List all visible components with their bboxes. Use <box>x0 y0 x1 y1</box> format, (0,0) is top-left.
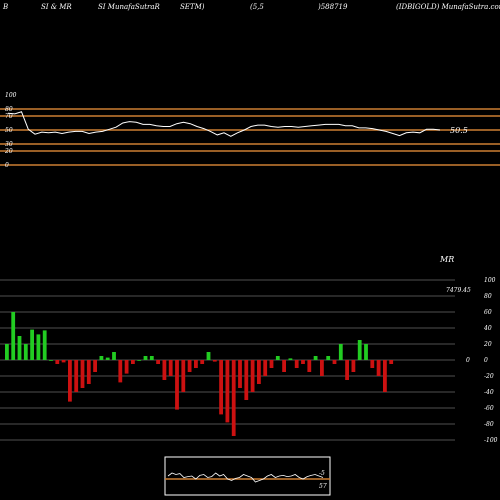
mr-bar <box>68 360 72 402</box>
mr-bar <box>307 360 312 372</box>
mr-bar <box>200 360 205 364</box>
mr-y-tick-label: -20 <box>484 373 494 380</box>
mr-bar <box>36 334 41 360</box>
mr-bar <box>61 360 66 363</box>
mr-y-tick-label: -80 <box>484 421 494 428</box>
mr-bar <box>30 329 34 360</box>
mr-bar <box>263 360 268 376</box>
header-text-7: (IDBIGOLD) MunafaSutra.com <box>396 3 500 11</box>
header-text-5: (5,5 <box>250 3 264 11</box>
header-text-2: SI & MR <box>41 3 72 11</box>
mr-bar <box>17 336 22 360</box>
mr-bar <box>294 360 299 368</box>
mr-bar <box>49 360 53 361</box>
mr-bar <box>93 360 97 372</box>
mr-bar <box>137 360 142 361</box>
mr-bar <box>257 360 261 384</box>
mr-bar <box>112 352 116 360</box>
inset-frame <box>164 456 331 496</box>
mr-bar <box>250 360 255 392</box>
mr-bar <box>313 356 318 360</box>
mr-bar <box>345 360 349 380</box>
mr-bar <box>162 360 167 380</box>
mr-bar <box>156 360 160 364</box>
mr-bar <box>301 360 305 364</box>
mr-bar <box>11 312 16 360</box>
mr-bar <box>181 360 186 392</box>
mr-bar <box>42 330 47 360</box>
rsi-y-tick-label: 100 <box>5 92 17 99</box>
header-text-3: SI MunafaSutraR <box>98 3 160 11</box>
mr-y-tick-label: -60 <box>484 405 494 412</box>
rsi-y-tick-label: 20 <box>4 148 13 155</box>
mr-bar <box>55 360 60 364</box>
mr-bar <box>187 360 192 372</box>
mr-bar <box>23 344 28 360</box>
mr-bar <box>389 360 394 364</box>
mr-bar <box>338 344 343 360</box>
mr-bar <box>320 360 324 376</box>
mr-bar <box>143 356 148 360</box>
mr-y-tick-label: 60 <box>484 309 492 316</box>
mr-bar <box>326 356 331 360</box>
mr-bar <box>364 344 368 360</box>
inset-label-2: 57 <box>319 483 327 490</box>
mr-bar <box>194 360 198 368</box>
mr-y-tick-label: 40 <box>483 325 492 332</box>
rsi-y-tick-label: 30 <box>5 141 13 148</box>
mr-bar <box>383 360 387 392</box>
mr-bar <box>269 360 274 368</box>
mr-bar <box>332 360 337 364</box>
mr-bar <box>131 360 135 364</box>
mr-bar <box>225 360 230 423</box>
mr-bar <box>282 360 286 372</box>
mr-y-tick-label: -100 <box>484 437 498 444</box>
mr-bar <box>74 360 79 392</box>
mr-bar <box>118 360 123 383</box>
mr-bar <box>80 360 85 388</box>
mr-bar <box>238 360 242 388</box>
mr-bar <box>376 360 381 376</box>
rsi-y-tick-label: 70 <box>5 113 13 120</box>
header-text-6: )588719 <box>318 3 348 11</box>
mr-bar <box>5 344 9 360</box>
mr-bar <box>351 360 356 372</box>
mr-y-tick-label: 100 <box>484 277 496 284</box>
inset-line <box>167 472 324 483</box>
mr-bar <box>168 360 173 376</box>
rsi-y-tick-label: 80 <box>5 106 13 113</box>
rsi-y-tick-label: 50 <box>5 127 13 134</box>
mr-y-tick-label: 0 <box>484 357 488 364</box>
mr-zero-label: 0 <box>466 357 470 364</box>
mr-last-value-label: 7479.45 <box>446 287 471 294</box>
mr-bar <box>206 352 211 360</box>
inset-label: -5 <box>319 470 325 477</box>
mr-y-tick-label: -40 <box>484 389 494 396</box>
mr-bar <box>231 360 236 436</box>
mr-bar <box>370 360 375 368</box>
header-text-4: SETM) <box>180 3 205 11</box>
mr-title: MR <box>439 255 454 264</box>
mr-bar <box>99 356 104 360</box>
mr-bar <box>275 356 280 360</box>
rsi-line <box>7 111 441 137</box>
mr-bar <box>219 360 223 415</box>
mr-bar <box>175 360 179 410</box>
mr-bar <box>212 360 217 362</box>
rsi-y-tick-label: 0 <box>5 162 9 169</box>
rsi-last-value-label: 50.5 <box>450 126 468 135</box>
mr-bar <box>244 360 249 400</box>
mr-bar <box>124 360 129 374</box>
mr-bar <box>357 340 362 360</box>
mr-y-tick-label: 80 <box>484 293 492 300</box>
mr-bar <box>86 360 91 384</box>
mr-bar <box>105 357 110 360</box>
mr-bar <box>149 356 154 360</box>
header-text-1: B <box>3 3 9 11</box>
mr-y-tick-label: 20 <box>483 341 492 348</box>
mr-bar <box>288 358 293 360</box>
